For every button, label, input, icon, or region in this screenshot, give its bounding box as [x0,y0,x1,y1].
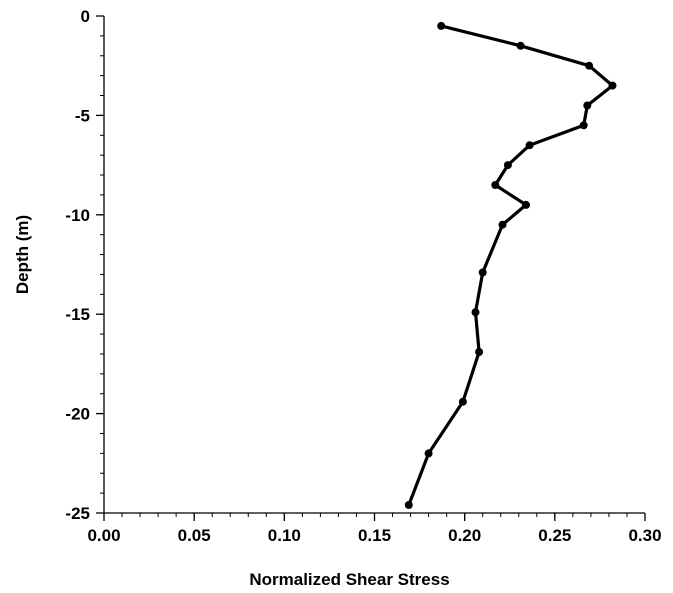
data-point [437,21,446,30]
y-axis-title: Depth (m) [13,215,32,294]
data-point [503,161,512,170]
data-point [608,81,617,90]
data-point [525,141,534,150]
axes [103,16,645,514]
x-tick-label: 0.05 [178,526,211,545]
x-tick-label: 0.30 [628,526,661,545]
data-point [498,220,507,229]
data-point [471,308,480,317]
y-ticks: 0 -5 -10 -15 -20 -25 [65,7,104,523]
data-point [478,268,487,277]
data-point [516,41,525,50]
x-tick-label: 0.10 [268,526,301,545]
x-tick-label: 0.00 [87,526,120,545]
data-point [458,397,467,406]
x-ticks: 0.00 0.05 0.10 0.15 0.20 0.25 0.30 [87,513,662,545]
series-layer [404,21,617,509]
y-tick-label: -5 [75,106,90,125]
data-point [522,200,530,209]
data-point [491,181,500,189]
y-tick-label: -20 [65,405,90,424]
y-tick-label: 0 [81,7,90,26]
x-tick-label: 0.25 [538,526,571,545]
data-point [583,101,592,110]
series-line [407,24,615,507]
data-point [585,61,594,70]
y-tick-label: -25 [65,504,90,523]
data-point [404,501,413,509]
x-tick-label: 0.15 [358,526,391,545]
y-tick-label: -10 [65,206,90,225]
y-tick-label: -15 [65,305,90,324]
data-point [579,121,588,130]
x-axis-title: Normalized Shear Stress [249,570,449,589]
data-point [424,449,433,458]
data-point [475,348,484,356]
x-tick-label: 0.20 [448,526,481,545]
